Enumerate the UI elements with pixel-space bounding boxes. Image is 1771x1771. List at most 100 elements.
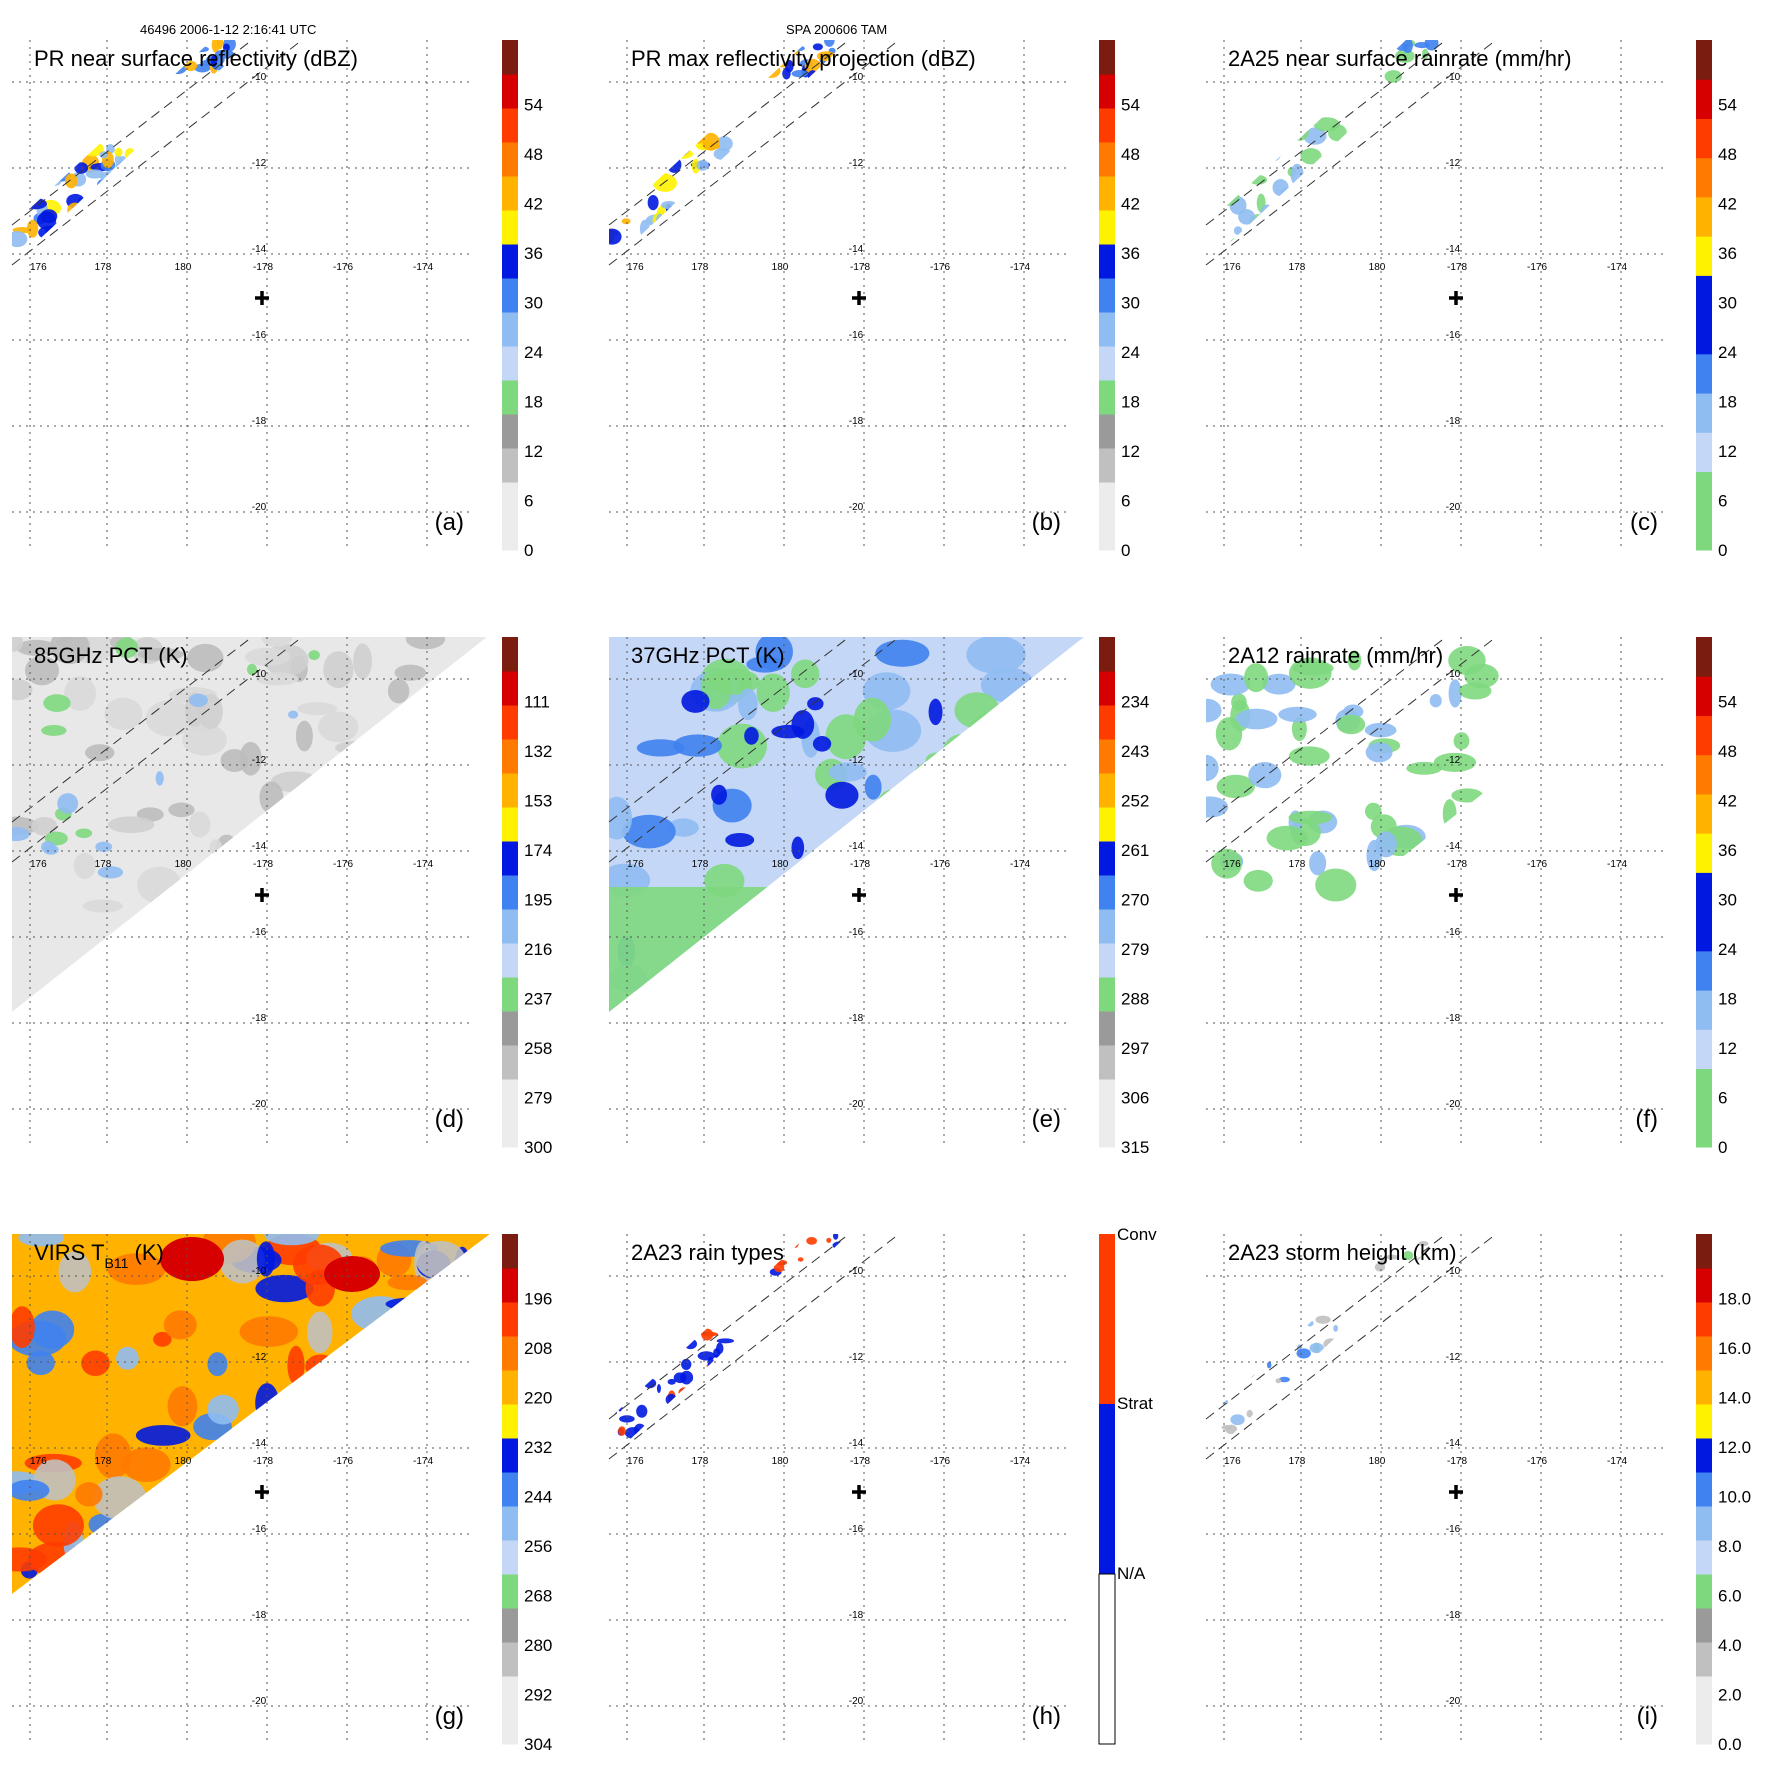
precip-cell [1206,754,1219,782]
precip-cell [689,126,700,139]
precip-cell [1275,1378,1282,1384]
precip-cell [626,137,647,148]
precip-cell [74,162,89,174]
colorbar-segment [502,1234,518,1269]
precip-cell [1206,181,1212,195]
colorbar-segment [502,1472,518,1507]
colorbar-label: 279 [524,1088,552,1107]
lat-tick-label: -20 [849,502,864,513]
colorbar-segment [1099,1079,1115,1114]
colorbar-label: 0.0 [1718,1735,1742,1754]
precip-cell [29,144,51,162]
precip-cell [723,209,735,219]
precip-cell [630,171,641,183]
precip-cell [1267,141,1282,162]
panel-f: 176 178 180 -178 -176 -174-10-12-14-16-18-202… [1205,636,1737,1157]
lon-tick-label: -176 [333,1456,353,1467]
precip-cell [390,1501,440,1518]
lon-tick-label: -178 [253,1456,273,1467]
precip-cell [672,1338,684,1346]
precip-cell [653,173,677,192]
precip-cell [828,762,867,782]
colorbar-label: 297 [1121,1039,1149,1058]
header-left: 46496 2006-1-12 2:16:41 UTC [140,22,317,37]
colorbar-label: 14.0 [1718,1388,1751,1407]
pr-swath-edge [608,1233,900,1460]
colorbar-segment [502,380,518,415]
colorbar-segment [502,448,518,483]
precip-cell [698,1405,711,1416]
precip-cell [97,178,115,192]
lat-tick-label: -14 [849,244,864,255]
colorbar-segment [502,1370,518,1405]
lat-tick-label: -14 [849,1438,864,1449]
precip-cell [619,1415,635,1423]
precip-cell [107,816,155,834]
precip-cell [609,139,629,150]
precip-cell [124,148,136,162]
precip-cell [661,1347,670,1359]
colorbar-label: 16.0 [1718,1339,1751,1358]
precip-cell [690,1318,704,1330]
colorbar-segment [1099,977,1115,1012]
panel-g: 176 178 180 -178 -176 -174-10-12-14-16-18-20V… [12,1234,552,1754]
precip-cell [63,143,80,159]
colorbar-segment [1696,157,1712,198]
precip-cell [1323,1349,1338,1356]
precip-cell [390,1400,427,1422]
panel-label: (a) [435,509,464,536]
precip-cell [1311,214,1321,230]
lat-tick-label: -16 [849,330,864,341]
precip-cell [632,1370,646,1375]
lat-tick-label: -18 [1446,416,1461,427]
precip-cell [58,1251,92,1293]
precip-cell [1448,679,1462,708]
precip-cell [91,202,104,212]
precip-cell [1207,151,1226,161]
precip-cell [696,159,709,171]
precip-cell [149,1517,195,1553]
precip-cell [1214,122,1228,142]
precip-cell [16,639,57,656]
colorbar-segment [502,1642,518,1677]
lat-tick-label: -10 [849,669,864,680]
precip-cell [1458,682,1492,700]
precip-cell [1016,926,1075,946]
lon-tick-label: 180 [772,1456,789,1467]
colorbar-segment [1099,637,1115,672]
precip-cell [307,1311,333,1354]
colorbar-segment [1696,754,1712,795]
lon-tick-label: 176 [30,859,47,870]
pr-swath-edge [608,39,900,266]
colorbar-label: 232 [524,1438,552,1457]
precip-cell [136,866,182,904]
precip-cell [163,1310,197,1340]
precip-cell [725,832,755,847]
precip-cell [103,197,115,214]
lat-tick-label: -18 [849,416,864,427]
precip-cell [387,678,410,704]
colorbar-label: 243 [1121,742,1149,761]
lat-tick-label: -16 [1446,1524,1461,1535]
precip-cell [188,811,211,838]
lat-tick-label: -14 [1446,841,1461,852]
colorbar-label: 30 [1718,293,1737,312]
precip-cell [836,1250,843,1260]
colorbar-label: 0 [1718,1138,1727,1157]
precip-cell [833,1234,839,1240]
colorbar-label: 153 [524,791,552,810]
precip-cell [153,1331,172,1347]
precip-cell [230,860,252,870]
precip-cell [57,793,79,814]
precip-cell [875,639,930,667]
lat-tick-label: -14 [252,244,267,255]
colorbar-segment [1099,1045,1115,1080]
colorbar-segment [1099,739,1115,774]
colorbar-segment [1696,793,1712,834]
colorbar-label: 54 [524,95,543,114]
lat-tick-label: -12 [252,1352,267,1363]
precip-cell [121,231,128,243]
lat-tick-label: -16 [1446,330,1461,341]
precip-cell [1241,139,1269,156]
precip-cell [323,651,354,689]
